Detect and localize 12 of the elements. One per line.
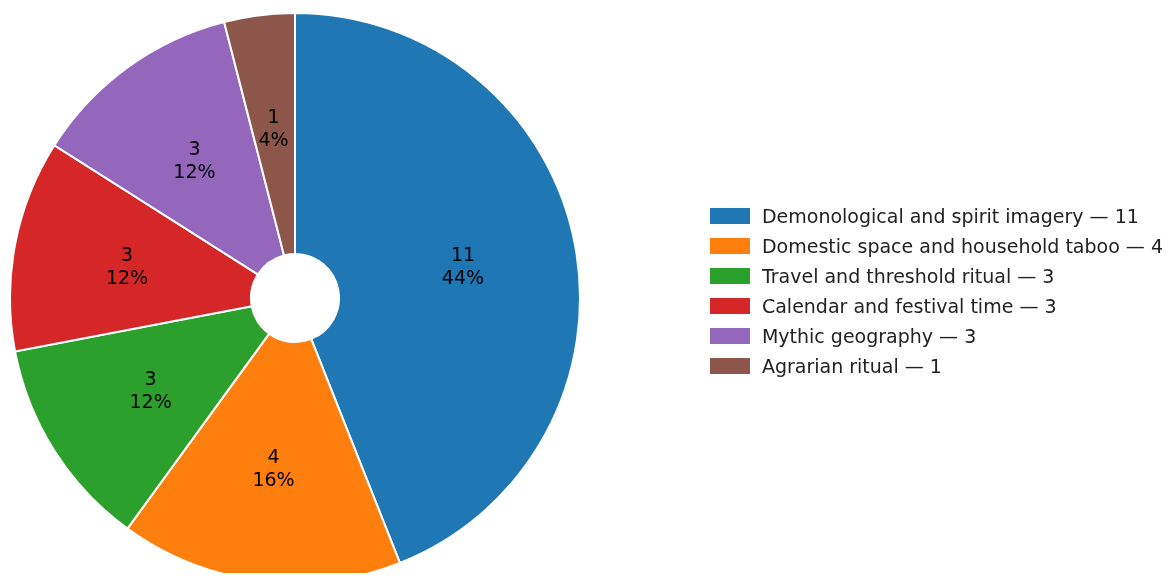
legend-label: Agrarian ritual — 1 bbox=[761, 353, 942, 379]
data-label: 3 12% bbox=[129, 366, 172, 412]
data-label: 3 12% bbox=[105, 242, 149, 288]
data-label: 11 44% bbox=[441, 242, 485, 288]
legend-label: Demonological and spirit imagery — 11 bbox=[761, 203, 1139, 229]
data-label: 3 12% bbox=[173, 136, 216, 182]
data-label: 1 4% bbox=[258, 105, 289, 151]
legend-label: Mythic geography — 3 bbox=[761, 323, 977, 349]
data-label: 4 16% bbox=[252, 444, 295, 490]
legend-label: Travel and threshold ritual — 3 bbox=[761, 263, 1055, 289]
legend-label: Calendar and festival time — 3 bbox=[761, 293, 1057, 319]
legend-label: Domestic space and household taboo — 4 bbox=[761, 233, 1163, 259]
